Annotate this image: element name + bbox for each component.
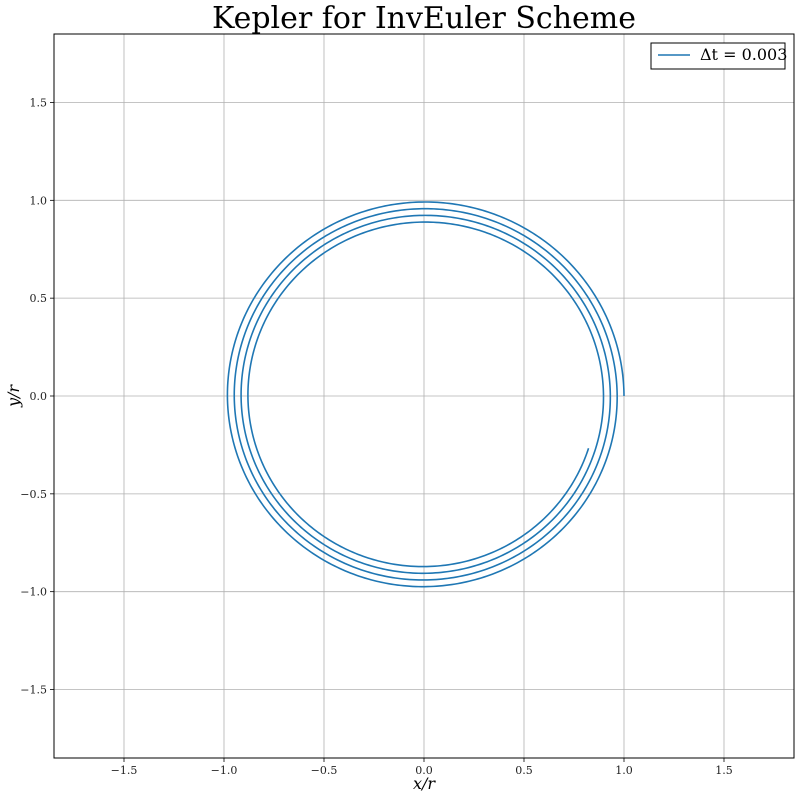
x-tick-label: 1.0 [615,764,633,777]
y-tick-label: −0.5 [20,488,47,501]
y-tick-label: 0.5 [30,292,48,305]
y-axis-label: y/r [4,384,23,408]
legend-box [650,42,786,70]
ticks: −1.5 −1.0 −0.5 0.0 0.5 1.0 1.5 −1.5 −1.0 −0.5 0.0 0… [20,96,732,777]
x-tick-label: 0.5 [515,764,533,777]
x-tick-label: 1.5 [715,764,733,777]
y-tick-label: 1.0 [30,194,48,207]
series-line-dt-0.003 [226,201,625,588]
y-tick-label: −1.5 [20,684,47,697]
x-tick-label: −0.5 [311,764,338,777]
x-tick-label: −1.0 [211,764,238,777]
legend: Δt = 0.003 [650,42,787,70]
x-tick-label: 0.0 [415,764,433,777]
y-tick-label: 0.0 [30,390,48,403]
y-tick-label: 1.5 [30,96,48,109]
x-axis-label: x/r [413,774,436,793]
chart-title: Kepler for InvEuler Scheme [212,1,636,36]
series-layer [226,201,625,588]
legend-label: Δt = 0.003 [700,45,787,64]
y-tick-label: −1.0 [20,586,47,599]
x-tick-label: −1.5 [111,764,138,777]
